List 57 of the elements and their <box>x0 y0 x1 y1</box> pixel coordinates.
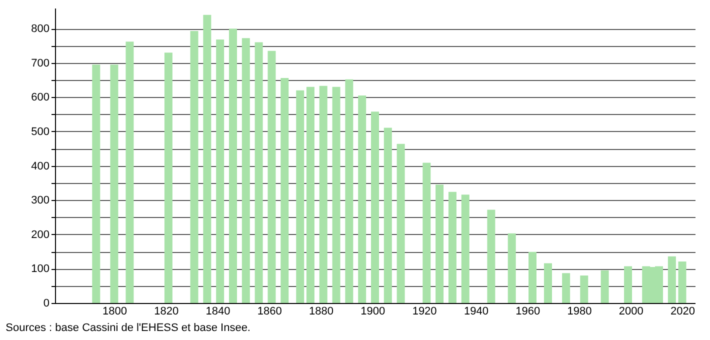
x-tick-label: 1840 <box>206 306 230 318</box>
bar <box>280 78 289 303</box>
bar <box>242 38 250 303</box>
y-tick-label: 400 <box>31 160 50 172</box>
bar <box>358 95 366 303</box>
y-tick-label: 700 <box>31 57 50 70</box>
bar <box>228 28 237 303</box>
y-tick-label: 800 <box>31 23 50 36</box>
y-tick-label: 600 <box>31 92 50 104</box>
y-tick-label: 200 <box>31 228 50 241</box>
x-tick-label: 1960 <box>516 306 540 318</box>
x-tick-label: 1820 <box>154 306 179 318</box>
bar <box>668 256 676 303</box>
x-tick-label: 1900 <box>360 306 386 318</box>
bar <box>508 233 516 303</box>
bar <box>396 144 405 303</box>
x-tick-label: 1980 <box>567 306 592 318</box>
bar <box>528 252 536 303</box>
bar <box>306 86 314 303</box>
bar <box>216 40 224 303</box>
x-tick-label: 1880 <box>309 306 334 318</box>
bar <box>371 112 379 303</box>
x-tick-label: 1940 <box>464 306 488 318</box>
y-tick-label: 300 <box>31 194 50 207</box>
bar <box>203 14 212 303</box>
bar <box>126 42 134 303</box>
x-tick-label: 2020 <box>670 306 695 318</box>
bar <box>110 64 118 303</box>
bar <box>600 270 609 303</box>
bar <box>345 79 354 303</box>
bar <box>580 276 588 303</box>
bar <box>92 64 100 303</box>
bar <box>268 50 276 303</box>
bar <box>544 263 552 303</box>
bar <box>296 90 304 303</box>
x-tick-label: 2000 <box>618 306 644 318</box>
bar <box>461 194 470 303</box>
bar <box>332 86 340 303</box>
bar <box>164 52 172 303</box>
bar <box>422 162 431 303</box>
bar <box>562 273 570 303</box>
bar <box>319 86 328 303</box>
x-tick-label: 1920 <box>412 306 437 318</box>
y-tick-label: 100 <box>31 263 50 276</box>
source-note: Sources : base Cassini de l'EHESS et base Insee. <box>6 322 250 334</box>
x-tick-label: 1800 <box>102 306 127 318</box>
bar <box>384 128 392 303</box>
bar <box>448 192 456 303</box>
bar <box>190 30 198 303</box>
bar <box>678 261 686 303</box>
y-tick-label: 0 <box>43 298 50 310</box>
bar <box>436 184 444 303</box>
x-tick-label: 1860 <box>257 306 282 318</box>
bar <box>254 42 263 303</box>
bar <box>624 266 632 303</box>
y-tick-label: 500 <box>31 126 50 138</box>
bar <box>487 210 496 303</box>
